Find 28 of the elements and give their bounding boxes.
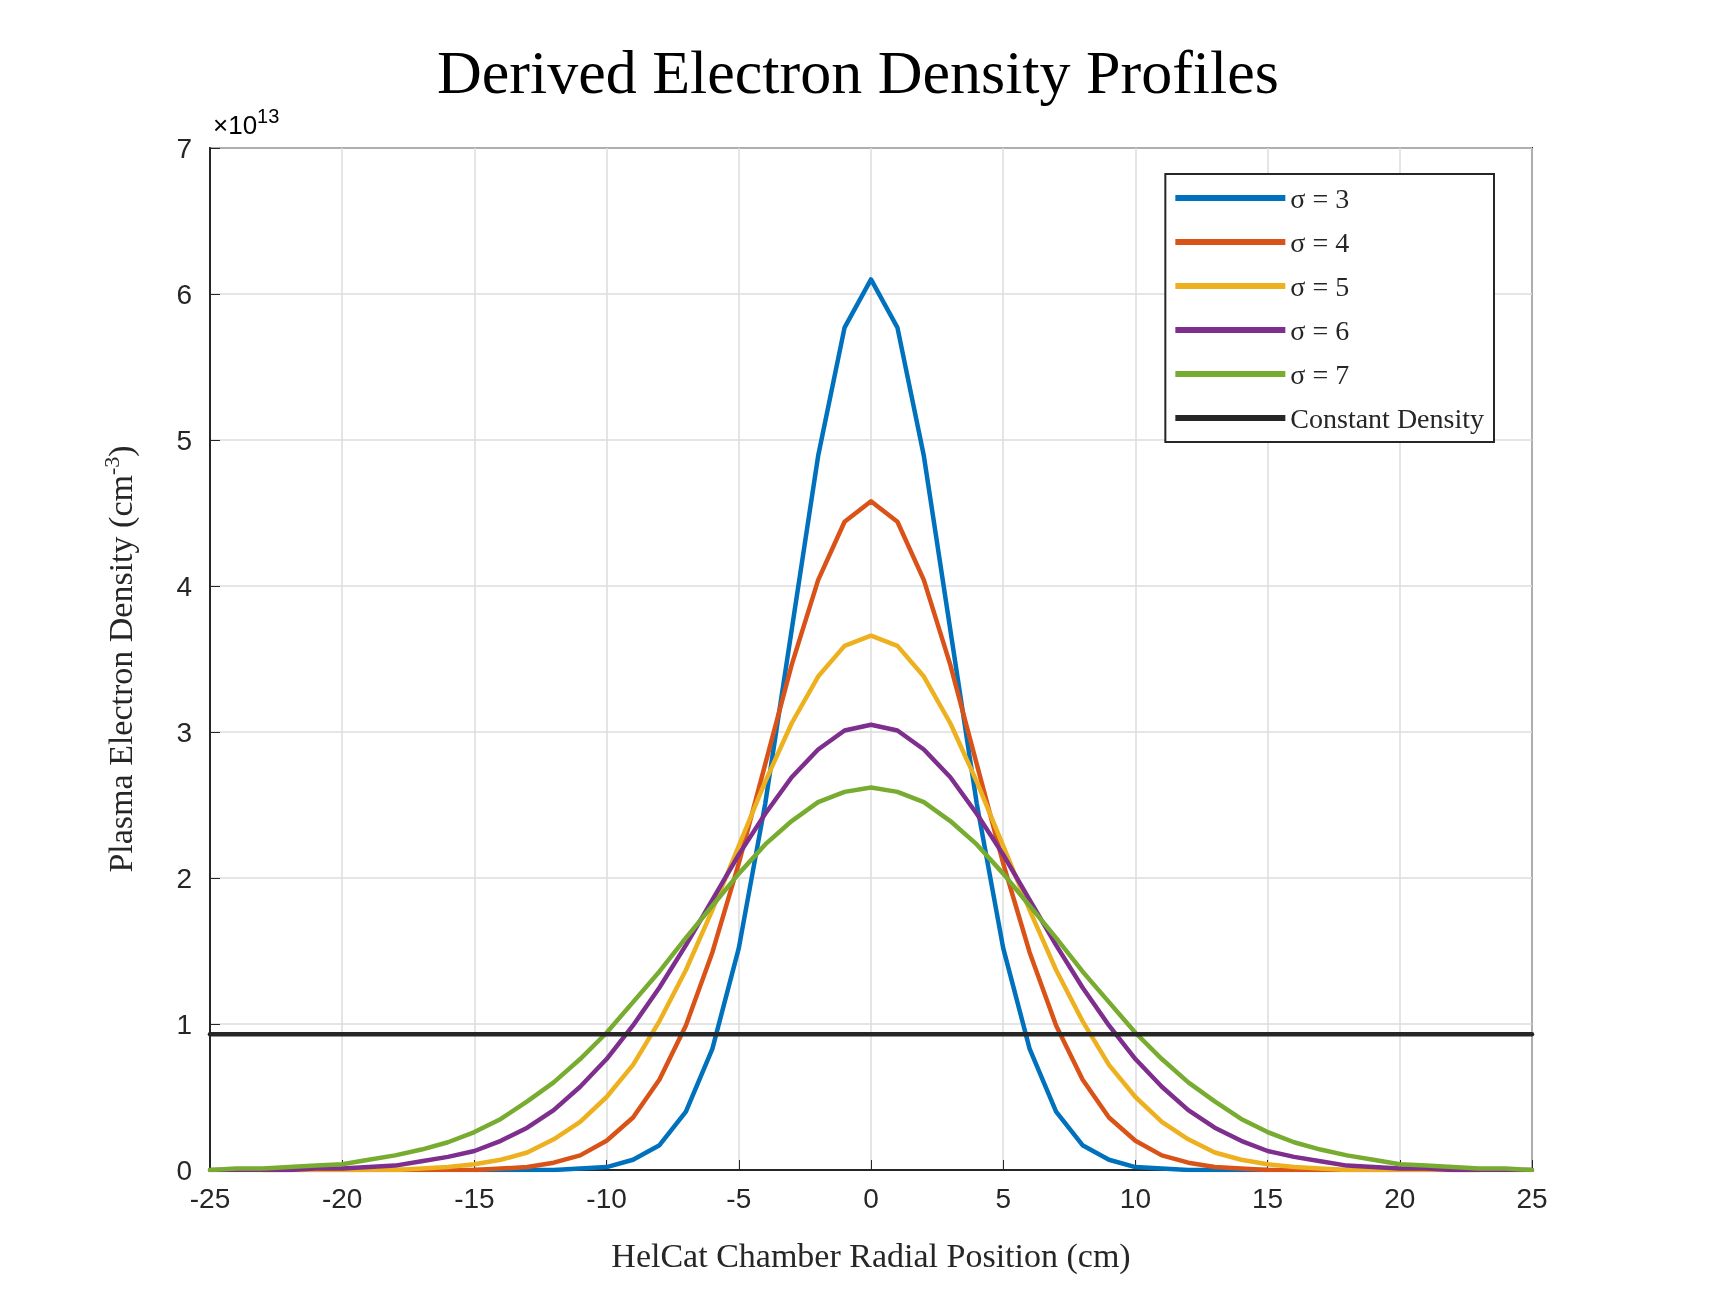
- x-tick-label: 0: [863, 1182, 879, 1214]
- y-tick-label: 7: [176, 132, 192, 164]
- x-tick-label: 15: [1252, 1182, 1284, 1214]
- y-axis-title: Plasma Electron Density (cm-3): [98, 445, 140, 873]
- x-tick-label: 25: [1516, 1182, 1548, 1214]
- legend-label: Constant Density: [1290, 402, 1485, 434]
- x-tick-label: 5: [995, 1182, 1011, 1214]
- x-tick-label: -15: [454, 1182, 495, 1214]
- legend-label: σ = 7: [1290, 358, 1350, 390]
- chart-title: Derived Electron Density Profiles: [437, 38, 1279, 106]
- y-tick-label: 1: [176, 1008, 192, 1040]
- x-tick-label: 20: [1384, 1182, 1416, 1214]
- y-tick-label: 6: [176, 278, 192, 310]
- legend-label: σ = 4: [1290, 226, 1350, 258]
- x-tick-label: -20: [321, 1182, 363, 1214]
- x-tick-label: 10: [1119, 1182, 1151, 1214]
- x-tick-label: -25: [189, 1182, 231, 1214]
- y-tick-label: 3: [176, 716, 192, 748]
- legend-label: σ = 3: [1290, 182, 1350, 214]
- y-tick-label: 0: [176, 1154, 192, 1186]
- legend-label: σ = 6: [1290, 314, 1350, 346]
- x-tick-label: -10: [586, 1182, 627, 1214]
- y-tick-label: 4: [176, 570, 192, 602]
- y-tick-label: 5: [176, 424, 192, 456]
- y-tick-label: 2: [176, 862, 192, 894]
- x-tick-label: -5: [726, 1182, 752, 1214]
- x-axis-title: HelCat Chamber Radial Position (cm): [611, 1236, 1131, 1275]
- legend-label: σ = 5: [1290, 270, 1350, 302]
